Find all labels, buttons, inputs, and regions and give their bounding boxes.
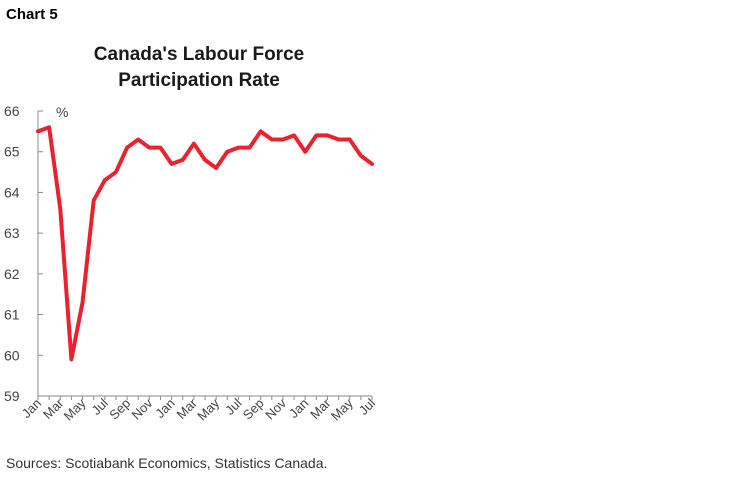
x-tick-label: Jan (152, 396, 177, 421)
x-tick-label: Jan (286, 396, 311, 421)
y-tick-label: 66 (4, 103, 20, 119)
x-tick-label: Sep (240, 396, 267, 423)
chart-title-line-1: Canada's Labour Force (93, 44, 305, 65)
y-tick-label: 59 (4, 388, 20, 404)
x-tick-label: May (194, 395, 222, 423)
x-tick-label: Sep (106, 396, 133, 423)
chart-number-label: Chart 5 (6, 6, 58, 23)
y-tick-label: 63 (4, 225, 20, 241)
chart-series (36, 125, 374, 362)
chart-title-line-2: Participation Rate (118, 70, 280, 91)
x-tick-label: Mar (174, 395, 201, 422)
y-tick-label: 64 (4, 184, 20, 200)
x-tick-label: Jan (19, 396, 44, 421)
x-tick-label: May (61, 395, 89, 423)
x-tick-label: May (328, 395, 356, 423)
x-tick-label: Mar (307, 395, 334, 422)
y-tick-label: 61 (4, 307, 20, 323)
chart-title: Canada's Labour Force Participation Rate (40, 42, 358, 94)
source-note: Sources: Scotiabank Economics, Statistic… (6, 455, 328, 471)
x-tick-label: Nov (262, 395, 289, 422)
x-tick-label: Mar (40, 395, 67, 422)
x-tick-label: Nov (128, 395, 155, 422)
participation-rate-line (36, 125, 374, 362)
chart-axes (37, 110, 373, 400)
y-tick-label: 65 (4, 144, 20, 160)
y-tick-label: 62 (4, 266, 20, 282)
y-tick-label: 60 (4, 347, 20, 363)
y-tick-labels: 59 60 61 62 63 64 65 66 (4, 103, 20, 404)
x-tick-label: Jul (356, 395, 378, 417)
y-axis-unit-label: % (56, 104, 69, 120)
